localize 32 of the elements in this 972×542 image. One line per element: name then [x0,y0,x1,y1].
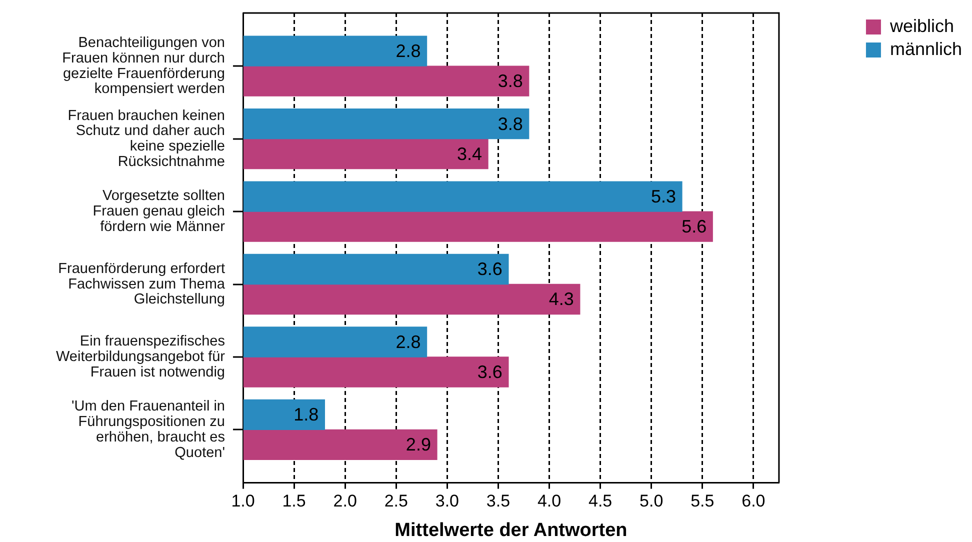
data-label: 1.8 [294,404,319,425]
x-tick-label: 3.5 [486,492,510,511]
data-label: 3.8 [498,114,523,134]
x-tick-label: 6.0 [742,492,766,511]
data-label: 2.8 [396,41,421,62]
data-label: 3.6 [477,259,502,280]
data-label: 3.8 [498,71,523,92]
data-label: 5.6 [682,216,707,237]
data-label: 2.8 [396,332,421,352]
x-tick-label: 2.5 [384,492,408,511]
x-tick-label: 5.0 [640,492,664,511]
data-label: 3.4 [456,144,482,164]
legend-label: männlich [890,38,962,59]
y-tick-label: Benachteiligungen von Frauen können nur durch gezielte Frauenförderung kompensiert werden [62,35,225,98]
data-label: 5.3 [650,186,676,207]
y-tick-label: Ein frauenspezifisches Weiterbildungsangebot für Frauen ist notwendig [56,334,226,380]
x-tick-label: 3.0 [435,492,459,511]
y-tick-label: Vorgesetzte sollten Frauen genau gleich fördern wie Männer [92,188,226,235]
x-tick-label: 2.0 [333,492,357,511]
y-tick-label: Frauen brauchen keinen Schutz und daher auch keine spezielle Rücksichtnahme [68,108,225,170]
data-label: 3.6 [477,362,502,382]
data-label: 4.3 [548,289,574,310]
y-tick-label: Frauenförderung erfordert Fachwissen zum Thema Gleichstellung [58,260,226,308]
x-tick-label: 1.0 [231,492,255,511]
x-tick-label: 4.5 [588,492,612,511]
x-axis-title: Mittelwerte der Antworten [394,520,628,541]
x-tick-label: 4.0 [537,492,562,511]
legend-label: weiblich [888,16,954,36]
x-tick-label: 1.5 [282,492,306,511]
data-label: 2.9 [406,434,431,455]
x-tick-label: 5.5 [690,492,714,511]
y-tick-label: 'Um den Frauenanteil in Führungspositionen zu erhöhen, braucht es Quoten' [72,398,226,461]
